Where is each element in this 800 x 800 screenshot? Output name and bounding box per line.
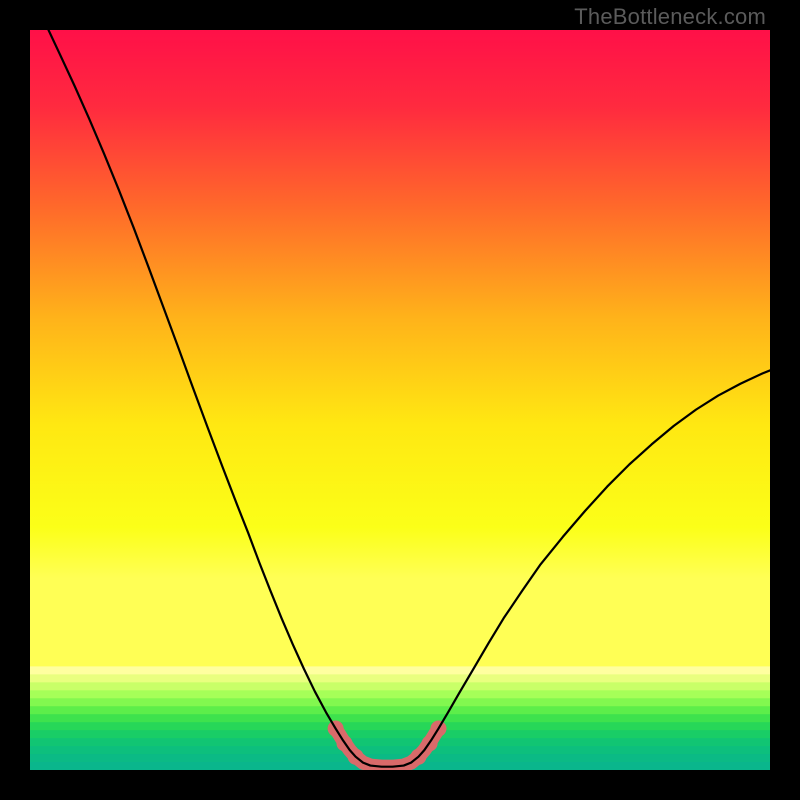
frame-right	[770, 0, 800, 800]
plot-svg	[30, 30, 770, 770]
frame-left	[0, 0, 30, 800]
plot-area	[30, 30, 770, 770]
chart-container: TheBottleneck.com	[0, 0, 800, 800]
watermark-text: TheBottleneck.com	[574, 4, 766, 30]
frame-bottom	[0, 770, 800, 800]
